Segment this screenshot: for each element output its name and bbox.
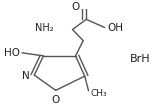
Text: CH₃: CH₃ (90, 89, 107, 98)
Text: O: O (71, 2, 79, 12)
Text: HO: HO (4, 48, 20, 58)
Text: OH: OH (107, 23, 123, 33)
Text: BrH: BrH (130, 54, 151, 64)
Text: N: N (22, 71, 29, 81)
Text: O: O (52, 95, 60, 105)
Text: NH₂: NH₂ (35, 23, 53, 33)
